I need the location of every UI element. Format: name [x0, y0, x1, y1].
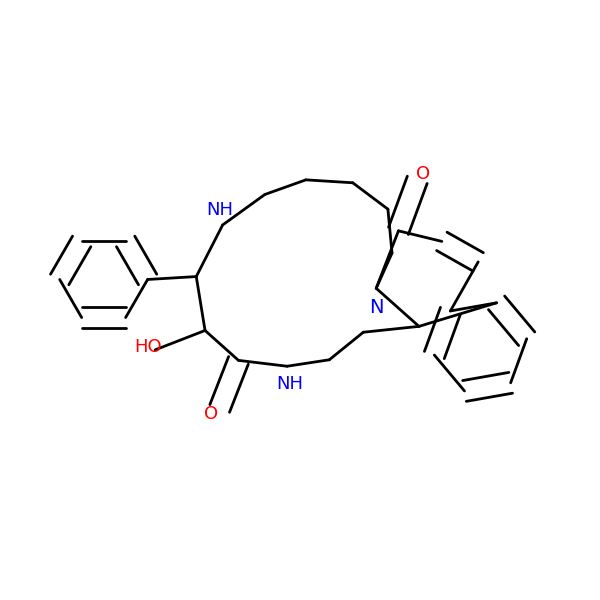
Text: O: O — [204, 405, 218, 423]
Text: NH: NH — [277, 375, 304, 393]
Text: O: O — [416, 165, 430, 183]
Text: HO: HO — [134, 338, 162, 356]
Text: NH: NH — [206, 202, 233, 220]
Text: N: N — [369, 298, 383, 317]
